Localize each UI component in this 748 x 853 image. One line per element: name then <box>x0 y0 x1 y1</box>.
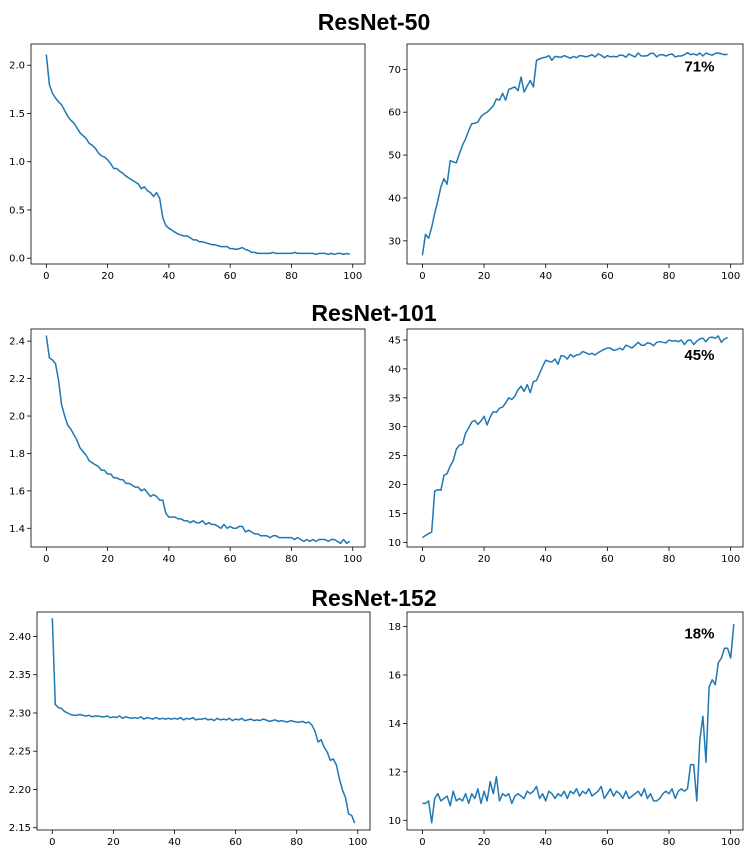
x-tick-label: 80 <box>663 554 676 565</box>
x-tick-label: 40 <box>539 554 552 565</box>
x-tick-label: 60 <box>224 271 237 282</box>
x-tick-label: 60 <box>601 554 614 565</box>
x-tick-label: 100 <box>721 554 740 565</box>
x-tick-label: 0 <box>49 837 55 848</box>
y-tick-label: 1.8 <box>9 449 25 460</box>
y-tick-label: 0.0 <box>9 254 25 265</box>
x-tick-label: 80 <box>285 554 298 565</box>
x-tick-label: 40 <box>163 554 176 565</box>
y-tick-label: 1.0 <box>9 157 25 168</box>
y-tick-label: 18 <box>388 622 401 633</box>
y-tick-label: 2.0 <box>9 412 25 423</box>
x-tick-label: 20 <box>107 837 120 848</box>
y-tick-label: 10 <box>388 538 401 549</box>
x-tick-label: 100 <box>721 837 740 848</box>
row-title-resnet152: ResNet-152 <box>311 585 437 611</box>
x-tick-label: 20 <box>478 271 491 282</box>
y-tick-label: 70 <box>388 65 401 76</box>
y-tick-label: 16 <box>388 670 401 681</box>
series-line <box>45 335 351 545</box>
accuracy-annotation: 45% <box>684 347 714 364</box>
x-tick-label: 60 <box>601 271 614 282</box>
y-tick-label: 45 <box>388 335 401 346</box>
x-tick-label: 80 <box>290 837 303 848</box>
x-tick-label: 0 <box>419 271 425 282</box>
y-tick-label: 20 <box>388 480 401 491</box>
x-tick-label: 40 <box>539 271 552 282</box>
x-tick-label: 100 <box>348 837 367 848</box>
axes-frame <box>30 43 366 265</box>
accuracy-annotation: 18% <box>684 626 714 643</box>
x-tick-label: 20 <box>101 271 114 282</box>
y-tick-label: 2.35 <box>9 670 31 681</box>
y-tick-label: 2.40 <box>9 632 31 643</box>
x-tick-label: 40 <box>163 271 176 282</box>
y-tick-label: 1.5 <box>9 109 25 120</box>
y-tick-label: 1.4 <box>9 524 25 535</box>
y-tick-label: 15 <box>388 509 401 520</box>
x-tick-label: 0 <box>419 837 425 848</box>
x-tick-label: 60 <box>224 554 237 565</box>
y-tick-label: 2.4 <box>9 337 25 348</box>
y-tick-label: 35 <box>388 393 401 404</box>
y-tick-label: 30 <box>388 236 401 247</box>
y-tick-label: 40 <box>388 193 401 204</box>
y-tick-label: 1.6 <box>9 486 25 497</box>
series-line <box>422 624 735 824</box>
x-tick-label: 20 <box>478 554 491 565</box>
axes-frame <box>406 611 744 831</box>
axes-frame <box>36 611 371 831</box>
x-tick-label: 40 <box>539 837 552 848</box>
series-line <box>45 54 350 256</box>
y-tick-label: 30 <box>388 422 401 433</box>
y-tick-label: 2.2 <box>9 374 25 385</box>
series-line <box>51 618 356 824</box>
x-tick-label: 100 <box>343 271 362 282</box>
y-tick-label: 25 <box>388 451 401 462</box>
y-tick-label: 2.30 <box>9 708 31 719</box>
x-tick-label: 100 <box>343 554 362 565</box>
x-tick-label: 80 <box>663 271 676 282</box>
y-tick-label: 2.25 <box>9 747 31 758</box>
y-tick-label: 2.15 <box>9 823 31 834</box>
x-tick-label: 0 <box>43 554 49 565</box>
y-tick-label: 60 <box>388 108 401 119</box>
y-tick-label: 2.0 <box>9 61 25 72</box>
axes-frame <box>406 43 744 265</box>
series-line <box>421 335 728 539</box>
x-tick-label: 80 <box>663 837 676 848</box>
x-tick-label: 60 <box>601 837 614 848</box>
y-tick-label: 12 <box>388 767 401 778</box>
x-tick-label: 60 <box>229 837 242 848</box>
y-tick-label: 10 <box>388 816 401 827</box>
axes-frame <box>406 328 744 548</box>
series-line <box>421 51 728 256</box>
y-tick-label: 0.5 <box>9 205 25 216</box>
x-tick-label: 0 <box>419 554 425 565</box>
y-tick-label: 50 <box>388 151 401 162</box>
x-tick-label: 100 <box>721 271 740 282</box>
x-tick-label: 80 <box>285 271 298 282</box>
y-tick-label: 14 <box>388 719 401 730</box>
x-tick-label: 20 <box>478 837 491 848</box>
y-tick-label: 2.20 <box>9 785 31 796</box>
x-tick-label: 20 <box>101 554 114 565</box>
row-title-resnet50: ResNet-50 <box>317 9 431 35</box>
axes-frame <box>30 328 366 548</box>
accuracy-annotation: 71% <box>684 58 714 75</box>
y-tick-label: 40 <box>388 364 401 375</box>
x-tick-label: 0 <box>43 271 49 282</box>
x-tick-label: 40 <box>168 837 181 848</box>
row-title-resnet101: ResNet-101 <box>311 300 437 326</box>
